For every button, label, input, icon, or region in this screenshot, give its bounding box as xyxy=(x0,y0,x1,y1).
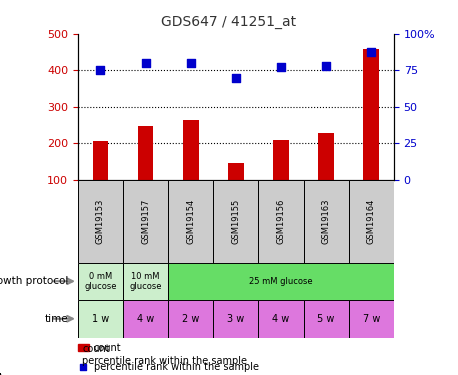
Text: 4 w: 4 w xyxy=(273,314,289,324)
Bar xyxy=(123,262,168,300)
Text: GSM19154: GSM19154 xyxy=(186,199,195,244)
Bar xyxy=(168,262,394,300)
Bar xyxy=(168,180,213,262)
Bar xyxy=(183,120,199,180)
Text: percentile rank within the sample: percentile rank within the sample xyxy=(94,362,259,372)
Bar xyxy=(213,180,258,262)
Point xyxy=(278,64,285,70)
Bar xyxy=(349,300,394,338)
Text: 2 w: 2 w xyxy=(182,314,199,324)
Text: growth protocol: growth protocol xyxy=(0,276,69,286)
Point xyxy=(97,67,104,73)
Point xyxy=(142,60,149,66)
Bar xyxy=(123,180,168,262)
Bar xyxy=(168,300,213,338)
Text: 10 mM
glucose: 10 mM glucose xyxy=(129,272,162,291)
Bar xyxy=(228,163,244,180)
Text: 7 w: 7 w xyxy=(363,314,380,324)
Bar xyxy=(258,300,304,338)
Bar xyxy=(349,180,394,262)
Bar xyxy=(78,180,123,262)
Text: GSM19157: GSM19157 xyxy=(141,199,150,244)
Text: GSM19164: GSM19164 xyxy=(367,199,376,244)
Bar xyxy=(78,344,89,351)
Text: count: count xyxy=(94,343,121,353)
Point xyxy=(322,63,330,69)
Bar xyxy=(258,180,304,262)
Text: 25 mM glucose: 25 mM glucose xyxy=(249,277,313,286)
Text: 4 w: 4 w xyxy=(137,314,154,324)
Bar xyxy=(78,300,123,338)
Bar xyxy=(304,300,349,338)
Bar xyxy=(123,300,168,338)
Bar xyxy=(318,133,334,180)
Text: GSM19155: GSM19155 xyxy=(231,199,240,244)
Point xyxy=(368,49,375,55)
Bar xyxy=(93,141,109,180)
Bar xyxy=(78,262,123,300)
Text: count: count xyxy=(82,344,110,354)
Text: 1 w: 1 w xyxy=(92,314,109,324)
Text: GSM19153: GSM19153 xyxy=(96,199,105,244)
Bar xyxy=(138,126,153,180)
Text: percentile rank within the sample: percentile rank within the sample xyxy=(82,356,247,366)
Text: time: time xyxy=(45,314,69,324)
Point xyxy=(232,75,240,81)
Text: GSM19163: GSM19163 xyxy=(322,198,331,244)
Point xyxy=(187,60,194,66)
Text: 3 w: 3 w xyxy=(227,314,245,324)
Text: GSM19156: GSM19156 xyxy=(277,199,285,244)
Bar xyxy=(213,300,258,338)
Bar xyxy=(304,180,349,262)
Bar xyxy=(363,49,379,180)
Text: 5 w: 5 w xyxy=(317,314,335,324)
Text: 0 mM
glucose: 0 mM glucose xyxy=(84,272,117,291)
Bar xyxy=(273,140,289,180)
Point xyxy=(80,364,87,370)
Text: GDS647 / 41251_at: GDS647 / 41251_at xyxy=(161,15,297,29)
